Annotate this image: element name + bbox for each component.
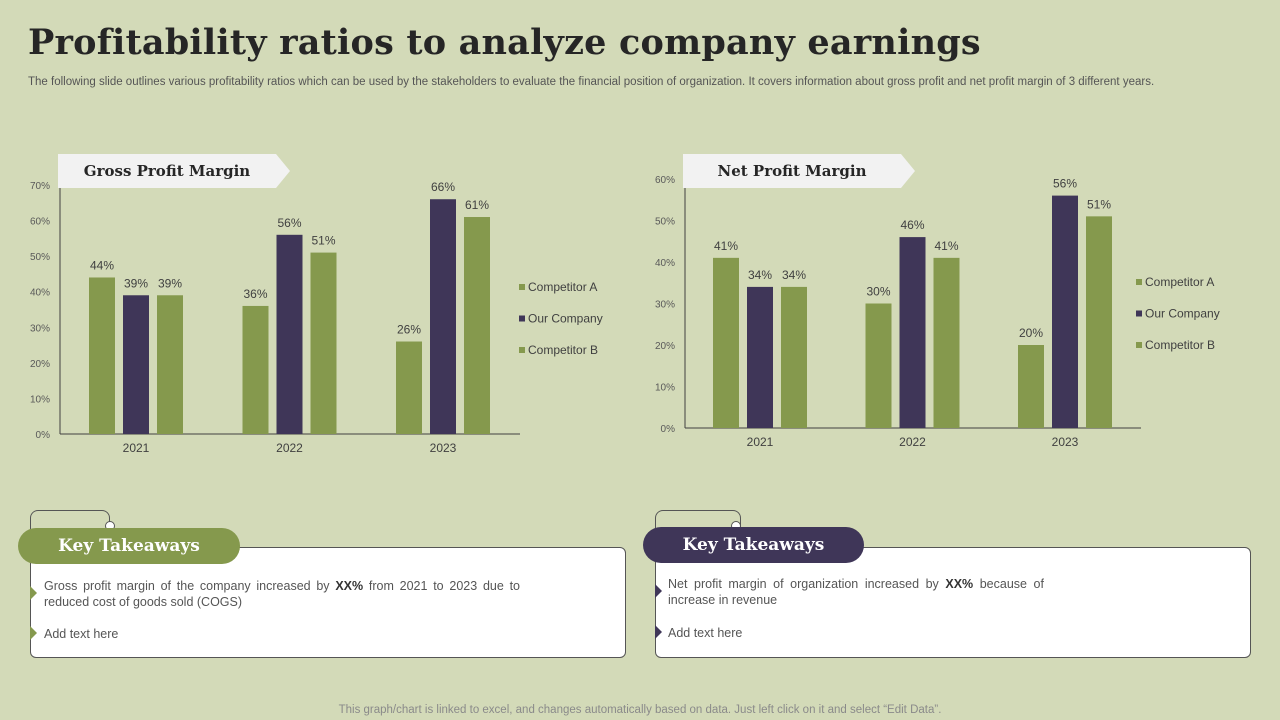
- bar: [1086, 216, 1112, 428]
- page-title: Profitability ratios to analyze company …: [28, 22, 981, 63]
- gross-profit-chart-svg: 0% 10% 20% 30% 40% 50% 60% 70% 44% 39% 39% 2021 36% 5…: [30, 180, 603, 455]
- y-tick-label: 10%: [30, 394, 50, 405]
- y-tick-label: 40%: [30, 288, 50, 299]
- legend-label: Our Company: [1145, 307, 1220, 321]
- takeaways-left-heading: Key Takeaways: [18, 528, 240, 564]
- legend-swatch: [519, 315, 525, 322]
- net-profit-margin-chart: 0% 10% 20% 30% 40% 50% 60% 41% 34% 34% 2021 30% 46% 4…: [640, 140, 1280, 470]
- data-label: 30%: [866, 285, 890, 299]
- bar: [157, 295, 183, 434]
- takeaways-right-bullet-2[interactable]: Add text here: [668, 626, 743, 640]
- bar: [865, 303, 892, 428]
- gross-profit-margin-chart: 0% 10% 20% 30% 40% 50% 60% 70% 44% 39% 39% 2021 36% 5…: [0, 140, 640, 470]
- bar: [464, 217, 490, 434]
- y-tick-label: 30%: [655, 300, 675, 311]
- takeaways-left-bullet-2[interactable]: Add text here: [44, 627, 119, 641]
- data-label: 51%: [311, 234, 335, 248]
- legend-label: Competitor A: [1145, 275, 1214, 289]
- bar: [781, 286, 807, 428]
- legend-swatch: [519, 347, 525, 353]
- legend-label: Competitor B: [528, 343, 598, 357]
- bar: [242, 305, 269, 434]
- x-tick-label: 2021: [747, 435, 774, 449]
- page-subtitle: The following slide outlines various pro…: [28, 76, 1155, 88]
- x-tick-label: 2023: [430, 441, 457, 455]
- y-tick-label: 70%: [30, 181, 50, 192]
- takeaways-right-box: [655, 547, 1251, 658]
- bar: [1052, 195, 1078, 428]
- legend-swatch: [1136, 310, 1142, 317]
- data-label: 41%: [934, 239, 958, 253]
- data-label: 44%: [90, 258, 114, 272]
- y-tick-label: 20%: [30, 359, 50, 370]
- net-profit-chart-svg: 0% 10% 20% 30% 40% 50% 60% 41% 34% 34% 2021 30% 46% 4…: [655, 175, 1220, 449]
- bar: [89, 277, 115, 434]
- bar: [396, 341, 422, 434]
- gross-profit-chart-title: Gross Profit Margin: [58, 154, 290, 188]
- y-tick-label: 60%: [30, 217, 50, 228]
- takeaways-left-box: [30, 547, 626, 658]
- x-tick-label: 2023: [1052, 435, 1079, 449]
- bullet-marker: [30, 586, 37, 600]
- legend-label: Competitor B: [1145, 338, 1215, 352]
- data-label: 34%: [782, 268, 806, 282]
- y-tick-label: 50%: [30, 252, 50, 263]
- bar: [747, 286, 773, 428]
- legend-swatch: [519, 284, 525, 290]
- bullet-marker: [655, 584, 662, 598]
- bar: [713, 257, 739, 428]
- y-tick-label: 0%: [661, 424, 676, 435]
- legend-swatch: [1136, 279, 1142, 285]
- footer-note: This graph/chart is linked to excel, and…: [338, 704, 942, 716]
- bar: [310, 252, 337, 434]
- y-tick-label: 20%: [655, 341, 675, 352]
- x-tick-label: 2022: [899, 435, 926, 449]
- data-label: 36%: [243, 287, 267, 301]
- legend-label: Competitor A: [528, 280, 597, 294]
- data-label: 39%: [124, 276, 148, 290]
- data-label: 46%: [900, 218, 924, 232]
- bar: [430, 199, 456, 434]
- takeaways-right-heading: Key Takeaways: [643, 527, 864, 563]
- bar: [933, 257, 960, 428]
- x-tick-label: 2021: [123, 441, 150, 455]
- y-tick-label: 30%: [30, 323, 50, 334]
- data-label: 41%: [714, 239, 738, 253]
- bar: [1018, 345, 1044, 428]
- data-label: 26%: [397, 323, 421, 337]
- data-label: 66%: [431, 180, 455, 194]
- data-label: 20%: [1019, 326, 1043, 340]
- legend-label: Our Company: [528, 312, 603, 326]
- y-tick-label: 60%: [655, 175, 675, 186]
- y-tick-label: 10%: [655, 383, 675, 394]
- x-tick-label: 2022: [276, 441, 303, 455]
- takeaways-left-bullet-1: Gross profit margin of the company incre…: [44, 579, 520, 609]
- bullet-marker: [30, 626, 37, 640]
- data-label: 56%: [277, 216, 301, 230]
- bar: [123, 295, 149, 434]
- legend-swatch: [1136, 342, 1142, 348]
- y-tick-label: 0%: [36, 430, 51, 441]
- bar: [276, 234, 303, 434]
- data-label: 56%: [1053, 177, 1077, 191]
- y-tick-label: 50%: [655, 217, 675, 228]
- data-label: 39%: [158, 276, 182, 290]
- takeaways-right-bullet-1: Net profit margin of organization increa…: [668, 577, 1044, 607]
- y-tick-label: 40%: [655, 258, 675, 269]
- data-label: 61%: [465, 198, 489, 212]
- bar: [899, 237, 926, 428]
- bullet-marker: [655, 625, 662, 639]
- data-label: 51%: [1087, 197, 1111, 211]
- data-label: 34%: [748, 268, 772, 282]
- net-profit-chart-title: Net Profit Margin: [683, 154, 915, 188]
